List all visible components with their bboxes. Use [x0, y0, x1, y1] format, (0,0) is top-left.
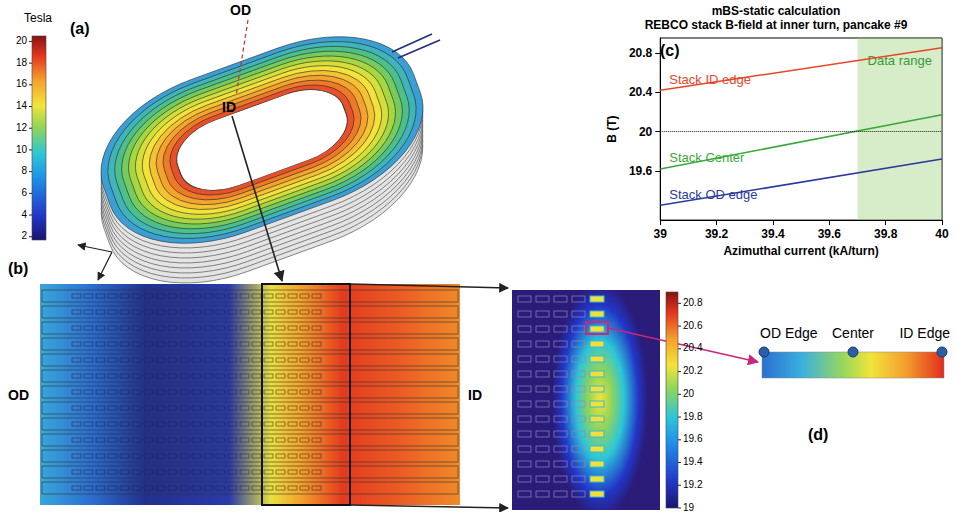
- svg-text:10: 10: [16, 144, 28, 155]
- svg-text:18: 18: [16, 57, 28, 68]
- svg-text:19.4: 19.4: [683, 456, 703, 467]
- svg-text:39.6: 39.6: [818, 227, 842, 241]
- svg-text:39.4: 39.4: [761, 227, 785, 241]
- svg-text:ID: ID: [468, 387, 482, 403]
- svg-text:19.8: 19.8: [683, 411, 703, 422]
- svg-text:20.8: 20.8: [683, 297, 703, 308]
- svg-text:(b): (b): [8, 260, 28, 277]
- svg-text:2: 2: [21, 230, 27, 241]
- svg-text:16: 16: [16, 78, 28, 89]
- svg-text:mBS-static calculation: mBS-static calculation: [712, 4, 841, 18]
- svg-text:19: 19: [683, 502, 695, 512]
- svg-text:Data range: Data range: [868, 53, 932, 68]
- svg-text:4: 4: [21, 209, 27, 220]
- svg-text:14: 14: [16, 100, 28, 111]
- svg-text:20: 20: [683, 388, 695, 399]
- svg-text:20: 20: [639, 125, 653, 139]
- svg-text:(d): (d): [808, 426, 828, 443]
- svg-text:12: 12: [16, 122, 28, 133]
- svg-text:ID Edge: ID Edge: [899, 325, 950, 341]
- svg-text:40: 40: [935, 227, 949, 241]
- svg-text:(c): (c): [660, 42, 680, 59]
- svg-text:ID: ID: [222, 99, 236, 115]
- svg-text:Azimuthal current (kA/turn): Azimuthal current (kA/turn): [723, 244, 878, 258]
- svg-text:(a): (a): [70, 20, 90, 37]
- svg-text:20.4: 20.4: [683, 342, 703, 353]
- svg-text:B (T): B (T): [605, 115, 619, 142]
- svg-text:20.4: 20.4: [629, 85, 653, 99]
- svg-text:39.2: 39.2: [705, 227, 729, 241]
- svg-text:6: 6: [21, 187, 27, 198]
- svg-text:REBCO stack B-field at inner t: REBCO stack B-field at inner turn, panca…: [645, 18, 908, 32]
- svg-text:8: 8: [21, 165, 27, 176]
- svg-text:Stack OD edge: Stack OD edge: [669, 187, 757, 202]
- svg-text:Stack ID edge: Stack ID edge: [669, 72, 751, 87]
- svg-text:Tesla: Tesla: [24, 11, 52, 25]
- svg-text:19.6: 19.6: [683, 433, 703, 444]
- svg-text:19.2: 19.2: [683, 479, 703, 490]
- svg-text:OD Edge: OD Edge: [760, 325, 818, 341]
- svg-text:OD: OD: [230, 2, 251, 18]
- svg-text:Stack Center: Stack Center: [669, 150, 745, 165]
- svg-text:20.2: 20.2: [683, 365, 703, 376]
- svg-text:20: 20: [16, 35, 28, 46]
- svg-text:39: 39: [654, 227, 668, 241]
- svg-text:20.6: 20.6: [683, 320, 703, 331]
- svg-text:39.8: 39.8: [874, 227, 898, 241]
- svg-text:19.6: 19.6: [629, 164, 653, 178]
- svg-text:OD: OD: [8, 387, 29, 403]
- svg-text:20.8: 20.8: [629, 46, 653, 60]
- svg-text:Center: Center: [832, 325, 874, 341]
